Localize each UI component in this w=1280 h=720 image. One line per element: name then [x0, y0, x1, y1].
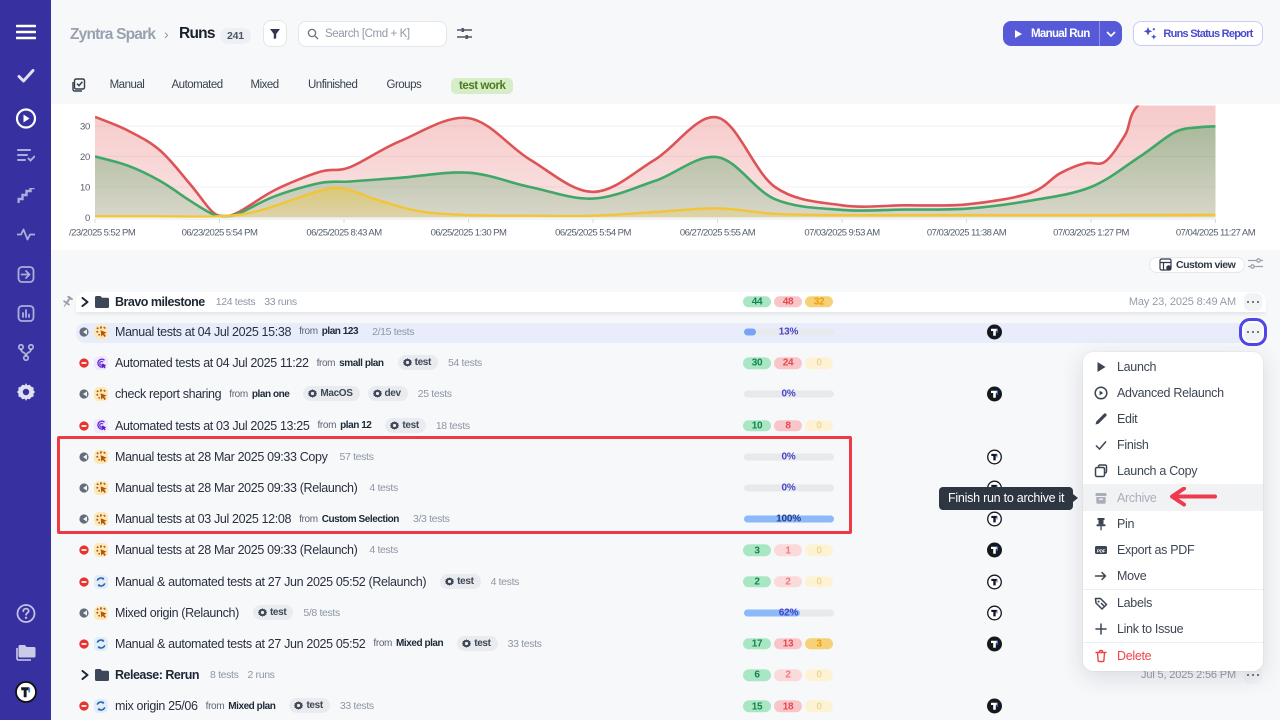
svg-text:/23/2025 5:52 PM: /23/2025 5:52 PM — [69, 228, 136, 239]
svg-text:20: 20 — [80, 152, 90, 163]
svg-text:07/03/2025 1:27 PM: 07/03/2025 1:27 PM — [1053, 228, 1129, 239]
svg-text:06/25/2025 5:54 PM: 06/25/2025 5:54 PM — [555, 228, 631, 239]
svg-text:07/03/2025 11:38 AM: 07/03/2025 11:38 AM — [927, 228, 1007, 239]
svg-text:07/03/2025 9:53 AM: 07/03/2025 9:53 AM — [804, 228, 880, 239]
svg-text:07/04/2025 11:27 AM: 07/04/2025 11:27 AM — [1176, 228, 1256, 239]
svg-text:06/25/2025 1:30 PM: 06/25/2025 1:30 PM — [431, 228, 507, 239]
svg-text:30: 30 — [80, 122, 90, 133]
svg-text:06/23/2025 5:54 PM: 06/23/2025 5:54 PM — [182, 228, 258, 239]
svg-text:PDF: PDF — [1097, 548, 1106, 553]
svg-text:06/25/2025 8:43 AM: 06/25/2025 8:43 AM — [306, 228, 382, 239]
svg-text:0: 0 — [85, 213, 90, 224]
svg-text:10: 10 — [80, 183, 90, 194]
svg-text:06/27/2025 5:55 AM: 06/27/2025 5:55 AM — [680, 228, 756, 239]
